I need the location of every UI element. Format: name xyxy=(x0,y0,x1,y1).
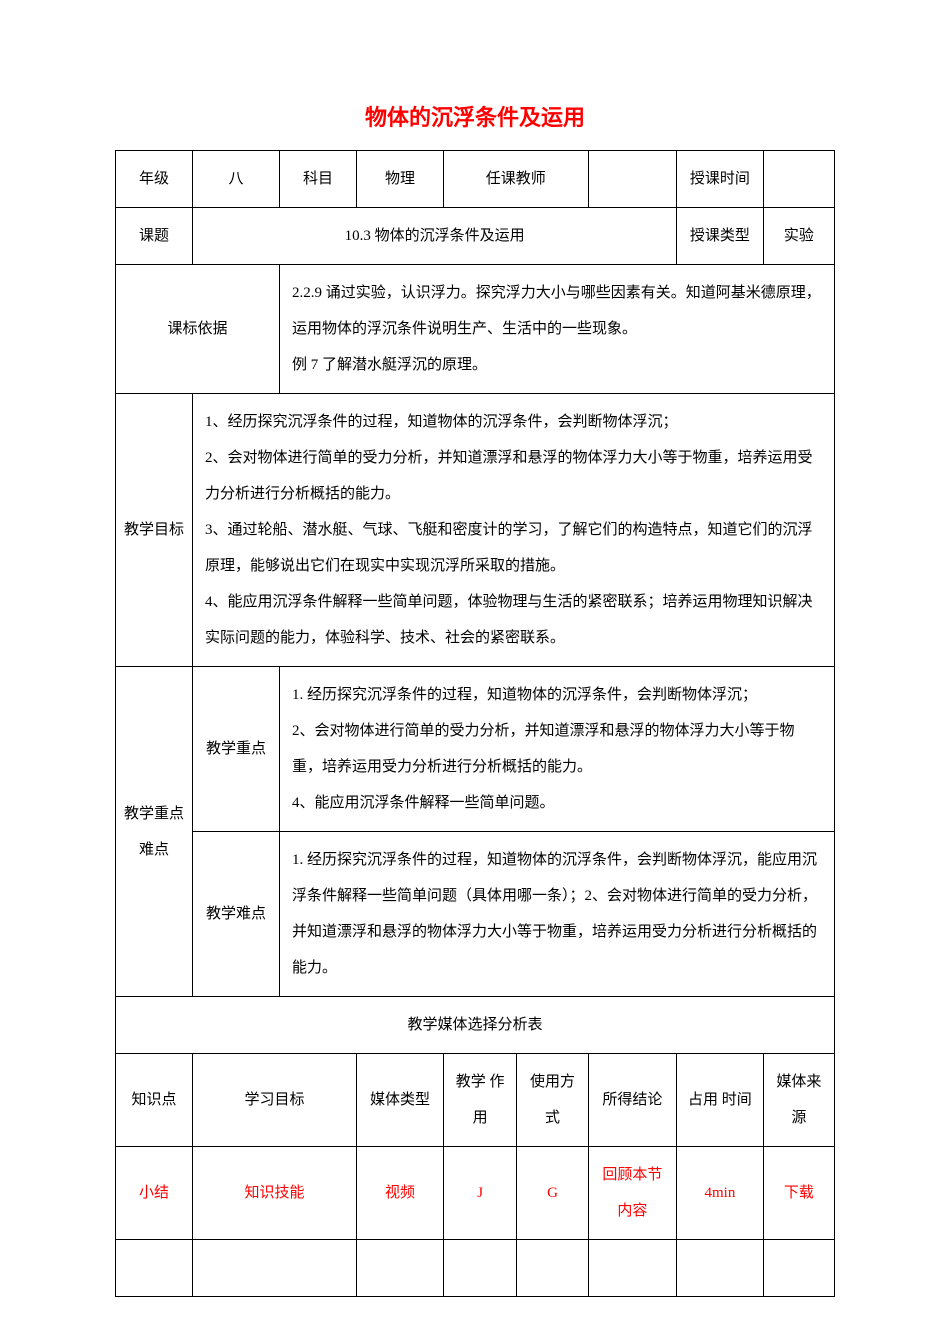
media-r1-c3: 视频 xyxy=(357,1147,444,1240)
standard-row: 课标依据 2.2.9 诵过实验，认识浮力。探究浮力大小与哪些因素有关。知道阿基米… xyxy=(116,265,835,394)
media-col-8: 媒体来源 xyxy=(763,1054,834,1147)
teacher-label: 任课教师 xyxy=(444,151,589,208)
grade-label: 年级 xyxy=(116,151,193,208)
document-title: 物体的沉浮条件及运用 xyxy=(30,100,920,132)
topic-label: 课题 xyxy=(116,208,193,265)
empty-cell xyxy=(357,1240,444,1297)
teacher-value xyxy=(588,151,677,208)
media-r1-c6: 回顾本节内容 xyxy=(588,1147,677,1240)
time-value xyxy=(763,151,834,208)
grade-value: 八 xyxy=(193,151,280,208)
standard-content: 2.2.9 诵过实验，认识浮力。探究浮力大小与哪些因素有关。知道阿基米德原理，运… xyxy=(280,265,835,394)
subject-value: 物理 xyxy=(357,151,444,208)
empty-cell xyxy=(116,1240,193,1297)
goals-row: 教学目标 1、经历探究沉浮条件的过程，知道物体的沉浮条件，会判断物体浮沉； 2、… xyxy=(116,394,835,667)
media-col-4: 教学 作用 xyxy=(444,1054,517,1147)
media-r1-c4: J xyxy=(444,1147,517,1240)
keypoints-sub2-label: 教学难点 xyxy=(193,832,280,997)
media-r1-c2: 知识技能 xyxy=(193,1147,357,1240)
goals-label: 教学目标 xyxy=(116,394,193,667)
time-label: 授课时间 xyxy=(677,151,764,208)
keypoints-main-label: 教学重点难点 xyxy=(116,667,193,997)
empty-cell xyxy=(677,1240,764,1297)
info-row-1: 年级 八 科目 物理 任课教师 授课时间 xyxy=(116,151,835,208)
empty-cell xyxy=(444,1240,517,1297)
goals-content: 1、经历探究沉浮条件的过程，知道物体的沉浮条件，会判断物体浮沉； 2、会对物体进… xyxy=(193,394,835,667)
keypoints-sub1-label: 教学重点 xyxy=(193,667,280,832)
media-col-3: 媒体类型 xyxy=(357,1054,444,1147)
media-col-2: 学习目标 xyxy=(193,1054,357,1147)
empty-cell xyxy=(193,1240,357,1297)
topic-value: 10.3 物体的沉浮条件及运用 xyxy=(193,208,677,265)
subject-label: 科目 xyxy=(280,151,357,208)
media-r1-c5: G xyxy=(517,1147,588,1240)
media-col-6: 所得结论 xyxy=(588,1054,677,1147)
media-data-row-empty xyxy=(116,1240,835,1297)
type-label: 授课类型 xyxy=(677,208,764,265)
keypoints-row-1: 教学重点难点 教学重点 1. 经历探究沉浮条件的过程，知道物体的沉浮条件，会判断… xyxy=(116,667,835,832)
media-section-header: 教学媒体选择分析表 xyxy=(116,997,835,1054)
empty-cell xyxy=(763,1240,834,1297)
media-cols-row: 知识点 学习目标 媒体类型 教学 作用 使用方式 所得结论 占用 时间 媒体来源 xyxy=(116,1054,835,1147)
keypoints-row-2: 教学难点 1. 经历探究沉浮条件的过程，知道物体的沉浮条件，会判断物体浮沉，能应… xyxy=(116,832,835,997)
media-r1-c7: 4min xyxy=(677,1147,764,1240)
lesson-plan-table: 年级 八 科目 物理 任课教师 授课时间 课题 10.3 物体的沉浮条件及运用 … xyxy=(115,150,835,1297)
keypoints-sub2-content: 1. 经历探究沉浮条件的过程，知道物体的沉浮条件，会判断物体浮沉，能应用沉浮条件… xyxy=(280,832,835,997)
media-col-7: 占用 时间 xyxy=(677,1054,764,1147)
media-col-1: 知识点 xyxy=(116,1054,193,1147)
empty-cell xyxy=(517,1240,588,1297)
keypoints-sub1-content: 1. 经历探究沉浮条件的过程，知道物体的沉浮条件，会判断物体浮沉； 2、会对物体… xyxy=(280,667,835,832)
media-header-row: 教学媒体选择分析表 xyxy=(116,997,835,1054)
type-value: 实验 xyxy=(763,208,834,265)
media-r1-c1: 小结 xyxy=(116,1147,193,1240)
info-row-2: 课题 10.3 物体的沉浮条件及运用 授课类型 实验 xyxy=(116,208,835,265)
media-r1-c8: 下载 xyxy=(763,1147,834,1240)
media-col-5: 使用方式 xyxy=(517,1054,588,1147)
empty-cell xyxy=(588,1240,677,1297)
standard-label: 课标依据 xyxy=(116,265,280,394)
media-data-row-1: 小结 知识技能 视频 J G 回顾本节内容 4min 下载 xyxy=(116,1147,835,1240)
